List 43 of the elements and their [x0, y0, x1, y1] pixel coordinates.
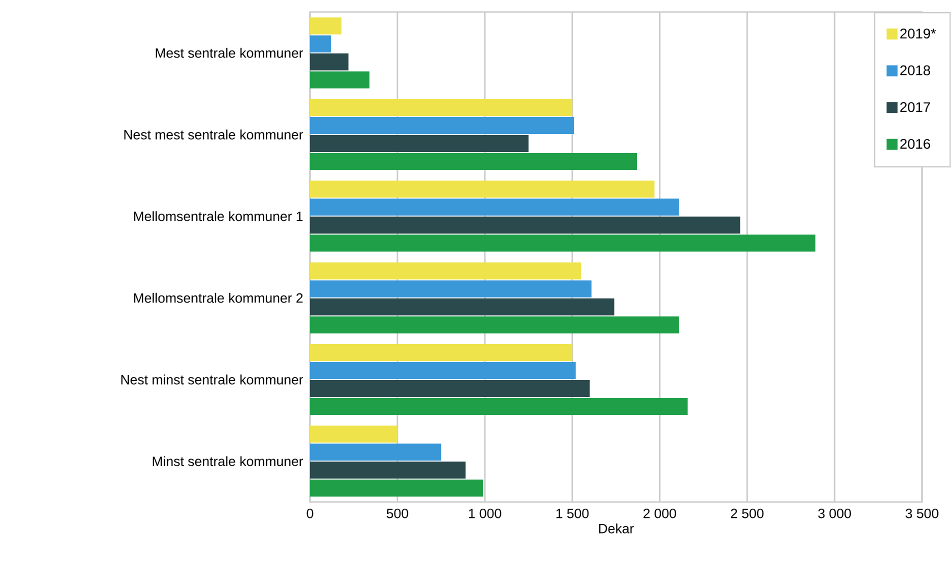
bar	[310, 17, 342, 34]
x-tick-label: 2 500	[730, 508, 764, 518]
bar	[310, 280, 592, 298]
x-tick-label: 1 000	[469, 508, 502, 518]
bar	[310, 216, 740, 234]
bar	[310, 35, 331, 52]
bar	[310, 262, 582, 280]
x-axis-title: Dekar	[599, 523, 634, 534]
bar	[310, 344, 572, 362]
y-tick-label: Mellomsentrale kommuner 2	[134, 292, 303, 303]
y-tick-label: Minst sentrale kommuner	[152, 456, 304, 466]
x-tick-label: 1 500	[556, 508, 589, 518]
legend-label: 2017	[900, 102, 930, 112]
bar	[310, 117, 574, 134]
legend-label: 2018	[900, 65, 930, 76]
bar	[310, 480, 484, 497]
bar	[310, 180, 654, 198]
bar	[310, 298, 614, 316]
y-tick-label: Mellomsentrale kommuner 1	[134, 211, 303, 222]
bar	[310, 153, 637, 170]
bar	[310, 99, 572, 116]
x-tick-label: 0	[306, 508, 314, 518]
y-tick-label: Nest minst sentrale kommuner	[121, 374, 304, 384]
y-tick-label: Nest mest sentrale kommuner	[124, 130, 304, 140]
x-tick-label: 2 000	[644, 508, 676, 518]
bar	[310, 71, 370, 88]
x-tick-label: 3 500	[906, 508, 938, 518]
legend-label: 2019*	[900, 28, 936, 39]
bar	[310, 53, 348, 70]
bar	[310, 426, 398, 443]
x-tick-label: 3 000	[818, 508, 851, 518]
bar	[310, 462, 466, 479]
bar	[310, 198, 679, 216]
bar	[310, 135, 529, 152]
x-tick-label: 500	[386, 508, 408, 518]
bar	[310, 234, 816, 252]
bar	[310, 444, 442, 461]
bar	[310, 316, 679, 334]
bar	[310, 398, 688, 416]
legend-label: 2016	[900, 138, 930, 149]
bar	[310, 362, 576, 380]
bar	[310, 380, 590, 398]
y-tick-label: Mest sentrale kommuner	[156, 48, 304, 58]
